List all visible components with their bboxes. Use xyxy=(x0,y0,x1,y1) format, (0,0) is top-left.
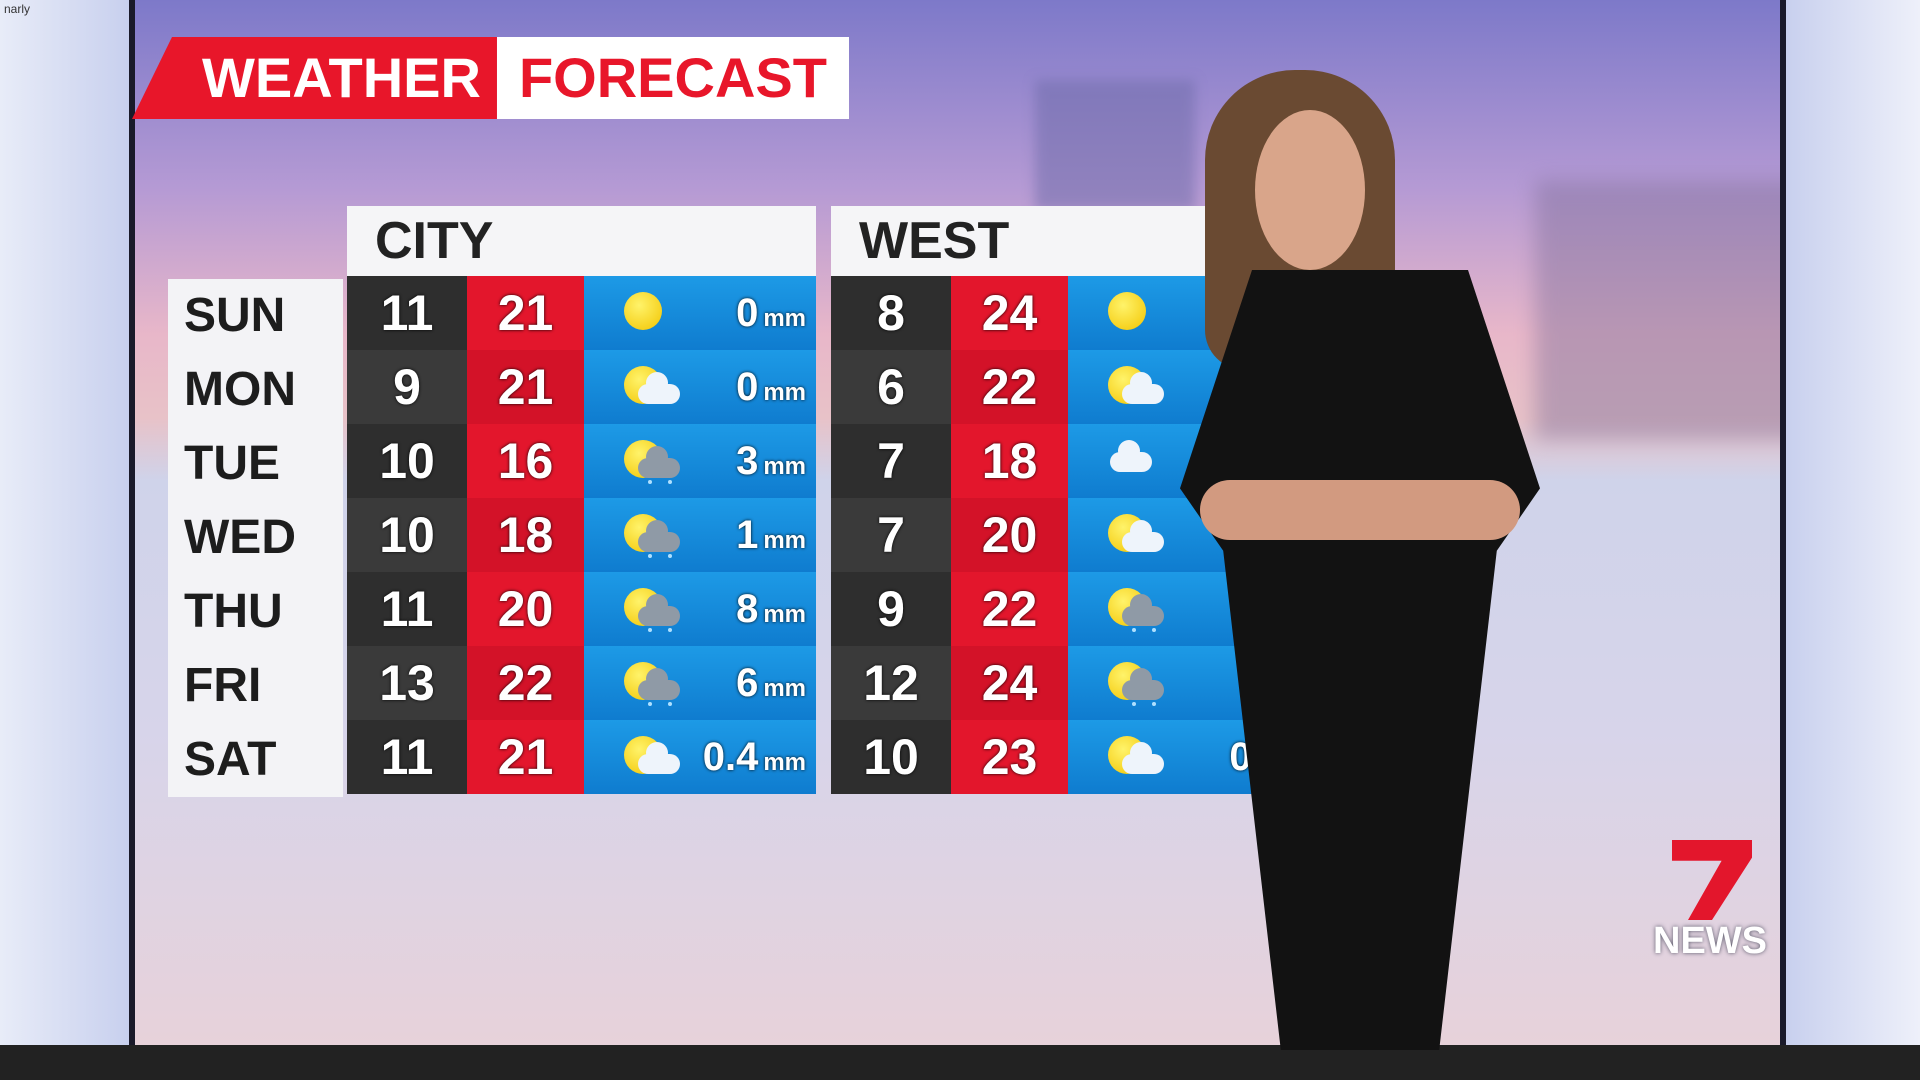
studio-panel-left xyxy=(0,0,135,1080)
min-temp: 11 xyxy=(347,720,467,794)
rainfall-value: 3 xyxy=(736,438,759,483)
weather-forecast-banner: WEATHER FORECAST xyxy=(132,37,849,119)
min-temp: 11 xyxy=(347,276,467,350)
rainfall-cell: 3 mm xyxy=(584,424,816,498)
rainfall-value: 0.4 xyxy=(702,734,759,779)
overlay-label: narly xyxy=(4,2,31,16)
min-temp: 13 xyxy=(347,646,467,720)
max-temp: 20 xyxy=(467,572,584,646)
max-temp: 21 xyxy=(467,350,584,424)
min-temp: 9 xyxy=(347,350,467,424)
day-label: THU xyxy=(184,585,283,638)
min-temp: 7 xyxy=(831,424,951,498)
day-label: SUN xyxy=(184,289,286,342)
rainfall-value: 8 xyxy=(736,586,759,631)
showers-icon xyxy=(1104,660,1164,708)
day-label: TUE xyxy=(184,437,280,490)
west-header: WEST xyxy=(831,206,1224,276)
day-label: MON xyxy=(184,363,296,416)
max-temp: 22 xyxy=(951,572,1068,646)
cloud-icon xyxy=(1104,438,1164,486)
city-forecast-row: 11 21 0.4 mm xyxy=(347,720,816,794)
day-label: WED xyxy=(184,511,296,564)
showers-icon xyxy=(620,512,680,560)
rainfall-cell: 8 mm xyxy=(584,572,816,646)
day-label: SAT xyxy=(184,733,277,786)
city-forecast-row: 13 22 6 mm xyxy=(347,646,816,720)
sun-icon xyxy=(1104,290,1164,338)
rainfall-cell: 6 mm xyxy=(584,646,816,720)
banner-forecast: FORECAST xyxy=(496,37,849,119)
seven-logo-icon xyxy=(1672,840,1752,920)
min-temp: 6 xyxy=(831,350,951,424)
city-table: CITY 11 21 0 mm 9 21 0 mm 10 16 3 mm 10 18 1 mm 11 20 8 mm 1… xyxy=(347,206,816,794)
min-temp: 11 xyxy=(347,572,467,646)
rainfall-unit: mm xyxy=(763,601,806,628)
showers-icon xyxy=(1104,586,1164,634)
city-forecast-row: 9 21 0 mm xyxy=(347,350,816,424)
showers-icon xyxy=(620,438,680,486)
min-temp: 9 xyxy=(831,572,951,646)
partly-cloudy-icon xyxy=(620,364,680,412)
rainfall-value: 0 xyxy=(736,364,759,409)
partly-cloudy-icon xyxy=(1104,364,1164,412)
city-forecast-row: 11 21 0 mm xyxy=(347,276,816,350)
rainfall-value: 1 xyxy=(736,512,759,557)
partly-cloudy-icon xyxy=(620,734,680,782)
max-temp: 18 xyxy=(951,424,1068,498)
min-temp: 7 xyxy=(831,498,951,572)
rainfall-cell: 0 mm xyxy=(584,276,816,350)
day-labels: SUN MON TUE WED THU FRI SAT xyxy=(168,279,343,797)
rainfall-unit: mm xyxy=(763,675,806,702)
rainfall-unit: mm xyxy=(763,453,806,480)
max-temp: 22 xyxy=(467,646,584,720)
rainfall-value: 0 xyxy=(736,290,759,335)
max-temp: 16 xyxy=(467,424,584,498)
min-temp: 10 xyxy=(347,424,467,498)
city-forecast-row: 10 18 1 mm xyxy=(347,498,816,572)
banner-weather: WEATHER xyxy=(132,37,497,119)
rainfall-unit: mm xyxy=(763,527,806,554)
rainfall-unit: mm xyxy=(763,749,806,776)
rainfall-cell: 0.4 mm xyxy=(584,720,816,794)
presenter xyxy=(1180,70,1540,1050)
partly-cloudy-icon xyxy=(1104,734,1164,782)
rainfall-unit: mm xyxy=(763,379,806,406)
7news-logo: NEWS xyxy=(1630,840,1790,965)
city-forecast-row: 10 16 3 mm xyxy=(347,424,816,498)
min-temp: 10 xyxy=(831,720,951,794)
logo-news-text: NEWS xyxy=(1653,920,1767,962)
min-temp: 8 xyxy=(831,276,951,350)
rainfall-value: 6 xyxy=(736,660,759,705)
max-temp: 21 xyxy=(467,276,584,350)
min-temp: 12 xyxy=(831,646,951,720)
partly-cloudy-icon xyxy=(1104,512,1164,560)
max-temp: 23 xyxy=(951,720,1068,794)
city-header: CITY xyxy=(347,206,816,276)
max-temp: 22 xyxy=(951,350,1068,424)
max-temp: 24 xyxy=(951,276,1068,350)
day-label: FRI xyxy=(184,659,262,712)
rainfall-cell: 1 mm xyxy=(584,498,816,572)
max-temp: 21 xyxy=(467,720,584,794)
studio-panel-right xyxy=(1780,0,1920,1080)
studio-floor xyxy=(0,1045,1920,1080)
rainfall-cell: 0 mm xyxy=(584,350,816,424)
max-temp: 18 xyxy=(467,498,584,572)
max-temp: 24 xyxy=(951,646,1068,720)
sun-icon xyxy=(620,290,680,338)
min-temp: 10 xyxy=(347,498,467,572)
max-temp: 20 xyxy=(951,498,1068,572)
showers-icon xyxy=(620,660,680,708)
showers-icon xyxy=(620,586,680,634)
city-forecast-row: 11 20 8 mm xyxy=(347,572,816,646)
rainfall-unit: mm xyxy=(763,305,806,332)
